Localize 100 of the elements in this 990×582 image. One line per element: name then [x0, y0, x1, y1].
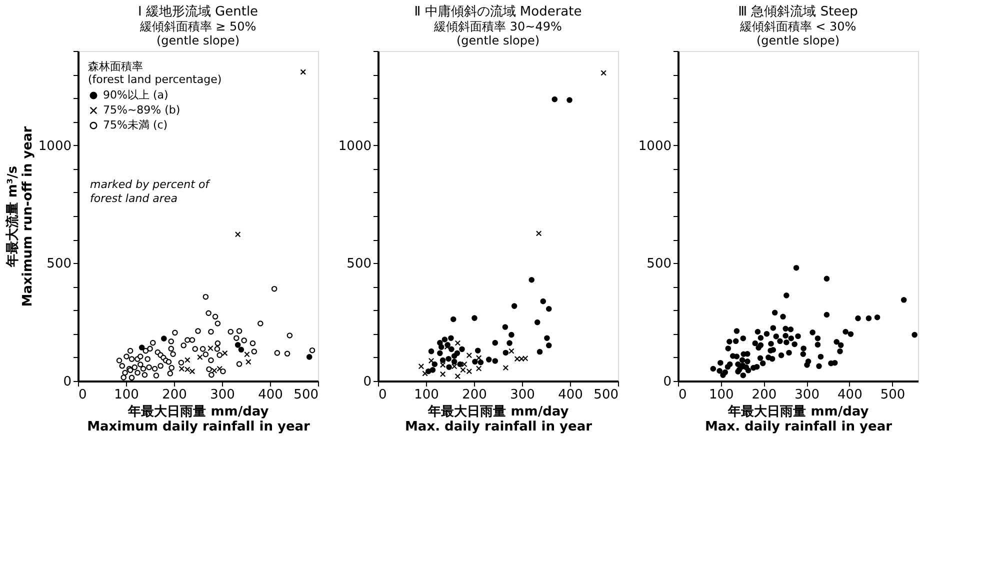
chart-title: Ⅱ 中庸傾斜の流域 Moderate [414, 4, 582, 20]
point [451, 363, 458, 370]
point [440, 371, 446, 378]
point [184, 357, 190, 363]
x-tick-label: 0 [78, 388, 87, 402]
point [197, 354, 203, 360]
x-axis-title: 年最大日雨量 mm/day Max. daily rainfall in year [404, 404, 593, 434]
chart-title: Ⅰ 緩地形流域 Gentle [138, 4, 258, 20]
x-tick-label: 400 [558, 388, 583, 402]
point [534, 319, 540, 326]
point [472, 315, 478, 321]
point [540, 298, 546, 304]
point [428, 358, 434, 364]
chart-subtitle: 緩傾斜面積率 ≥ 50% (gentle slope) [138, 20, 256, 48]
point [522, 355, 528, 362]
x-tick-label: 300 [794, 388, 820, 402]
point [442, 336, 448, 342]
point [508, 348, 514, 354]
y-tick-label: 1000 [338, 138, 372, 154]
x-tick-label: 200 [162, 388, 187, 402]
point [508, 332, 514, 338]
point [440, 362, 446, 368]
annotation: marked by percent of forest land area [90, 178, 212, 205]
point [546, 306, 552, 312]
x-tick-label: 500 [880, 388, 906, 402]
legend-label: 75%未満 (c) [103, 118, 168, 132]
point [476, 366, 482, 372]
point [492, 340, 498, 346]
y-tick-label: 1000 [38, 138, 72, 154]
point [432, 361, 438, 368]
y-tick-label: 500 [346, 256, 372, 272]
point [528, 276, 534, 283]
x-axis-title: 年最大日雨量 mm/day Maximum daily rainfall in year [87, 404, 311, 434]
point [216, 366, 222, 372]
x-tick-label: 200 [462, 388, 487, 402]
point [466, 368, 472, 374]
point [430, 367, 436, 373]
x-tick-label: 100 [114, 388, 139, 402]
point [446, 356, 452, 362]
point [222, 350, 228, 356]
point [437, 340, 443, 346]
point [486, 356, 492, 362]
y-axis-title: 年最大流量 m³/s Maximum run-off in year [4, 126, 36, 307]
x-axis-title: 年最大日雨量 mm/day Max. daily rainfall in year [704, 404, 893, 434]
point [600, 70, 606, 76]
x-tick-label: 300 [510, 388, 535, 402]
point [448, 346, 454, 352]
point [492, 358, 498, 364]
point [466, 352, 472, 358]
point [451, 358, 458, 365]
point [478, 359, 484, 366]
point [476, 355, 482, 361]
point [454, 350, 460, 356]
point [446, 364, 452, 370]
point [454, 340, 461, 346]
chart-subtitle: 緩傾斜面積率 30~49% (gentle slope) [433, 20, 562, 48]
point [426, 368, 432, 374]
point [438, 344, 444, 350]
legend-label: 90%以上 (a) [103, 88, 168, 102]
point [552, 96, 558, 102]
y-tick-label: 500 [646, 256, 672, 272]
point [502, 364, 509, 371]
chart-title: Ⅲ 急傾斜流域 Steep [738, 4, 858, 20]
point [184, 366, 190, 372]
point [440, 357, 446, 364]
y-tick-label: 0 [663, 374, 672, 390]
x-tick-label: 300 [210, 388, 235, 402]
point [472, 358, 478, 365]
point [457, 361, 463, 368]
point [306, 354, 312, 360]
point [161, 336, 167, 342]
point [437, 350, 443, 356]
point [189, 368, 196, 374]
x-tick-label: 500 [594, 388, 618, 402]
point [502, 350, 509, 356]
point [244, 351, 250, 358]
x-tick-label: 500 [294, 388, 318, 402]
point [428, 348, 434, 354]
point [518, 356, 524, 362]
x-tick-label: 400 [838, 388, 862, 402]
y-tick-label: 0 [63, 374, 72, 390]
point [474, 348, 481, 354]
point [178, 366, 185, 372]
point [502, 324, 508, 330]
point [211, 368, 218, 374]
chart-subtitle: 緩傾斜面積率 < 30% (gentle slope) [738, 20, 856, 48]
point [234, 231, 241, 238]
legend-label: 75%~89% (b) [103, 104, 180, 116]
legend-title: 森林面積率 (forest land percentage) [88, 60, 222, 86]
y-tick-label: 500 [46, 256, 72, 272]
point [234, 342, 241, 348]
point [506, 340, 512, 346]
x-tick-label: 0 [378, 388, 387, 402]
point [536, 230, 542, 236]
point [546, 342, 552, 348]
point [300, 69, 306, 75]
x-tick-label: 0 [678, 388, 687, 402]
point [450, 316, 456, 322]
point [459, 346, 465, 352]
x-tick-label: 100 [414, 388, 439, 402]
